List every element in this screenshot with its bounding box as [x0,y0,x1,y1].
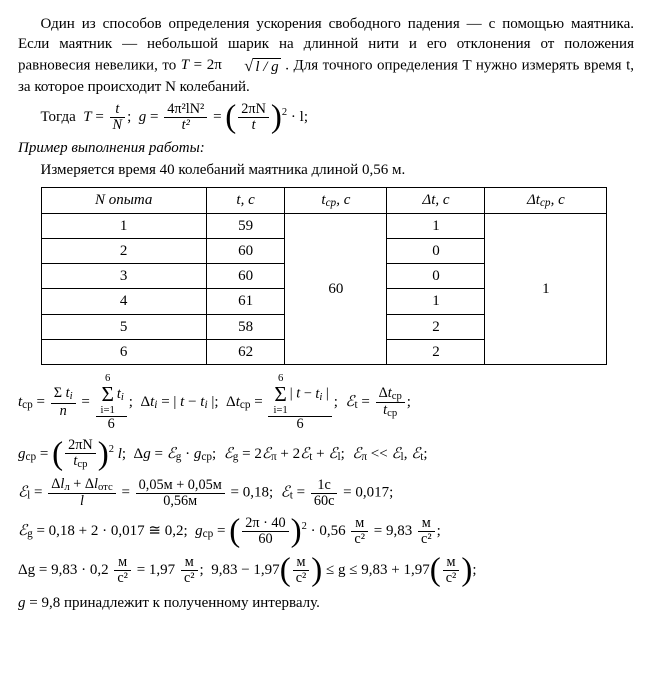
table-header-row: N опыта t, c tср, c Δt, c Δtср, c [41,187,607,213]
then-formula: Тогда T = tN; g = 4π²lN²t² = (2πNt)2 · l… [41,101,635,134]
eq-line-2: gср = (2πNtср)2 l; Δg = ℰg · gср; ℰg = 2… [18,438,634,471]
eq-line-4: ℰg = 0,18 + 2 · 0,017 ≅ 0,2; gср = (2π ·… [18,515,634,548]
eq-line-3: ℰl = Δlл + Δlотсl = 0,05м + 0,05м0,56м =… [18,477,634,509]
col-dtcp: Δtср, c [485,187,607,213]
example-desc: Измеряется время 40 колебаний маятника д… [41,160,635,180]
formula-T: T = 2π√l / g [181,57,285,73]
intro-paragraph: Один из способов определения ускорения с… [18,14,634,97]
col-t: t, c [206,187,284,213]
table-row: 1596011 [41,213,607,238]
then-lead: Тогда [41,109,76,125]
col-n: N опыта [41,187,206,213]
example-title: Пример выполнения работы: [18,138,634,158]
measurements-table: N опыта t, c tср, c Δt, c Δtср, c 159601… [41,187,608,366]
then-tail: · l; [291,109,308,125]
eq-line-6: g = 9,8 принадлежит к полученному интерв… [18,593,634,613]
col-tcp: tср, c [285,187,387,213]
eq-line-1: tср = Σ tin = 6Σi=1ti 6 ; Δti = | t − ti… [18,373,634,432]
eq-line-5: Δg = 9,83 · 0,2 мс² = 1,97 мс²; 9,83 − 1… [18,554,634,587]
col-dt: Δt, c [387,187,485,213]
